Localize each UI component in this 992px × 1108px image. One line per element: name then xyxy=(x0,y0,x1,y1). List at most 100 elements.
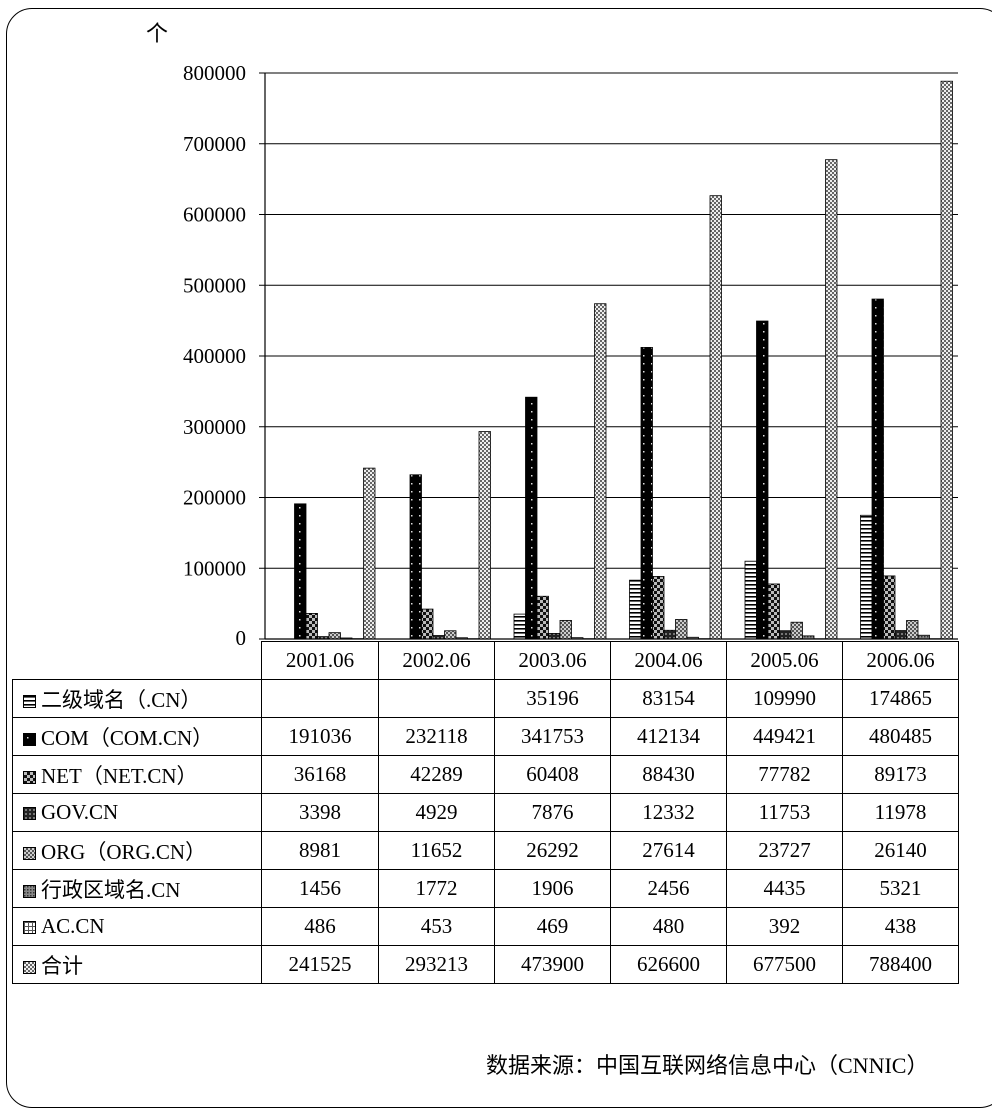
bar-2-2 xyxy=(537,596,549,639)
bars xyxy=(295,81,953,639)
x-tick-label: 2004.06 xyxy=(611,642,727,680)
table-cell: 109990 xyxy=(727,680,843,718)
table-cell xyxy=(379,680,495,718)
x-tick-label: 2002.06 xyxy=(379,642,495,680)
table-cell: 11753 xyxy=(727,794,843,832)
bar-3-0 xyxy=(630,580,642,639)
bar-2-1 xyxy=(526,397,538,639)
y-tick-label: 200000 xyxy=(183,486,246,510)
table-cell: 480 xyxy=(611,908,727,946)
bar-2-3 xyxy=(549,633,561,639)
bar-5-7 xyxy=(941,81,953,639)
legend-entry: 合计 xyxy=(13,946,262,984)
y-tick-label: 600000 xyxy=(183,203,246,227)
table-cell: 12332 xyxy=(611,794,727,832)
y-tick-label: 100000 xyxy=(183,556,246,580)
legend-swatch xyxy=(23,733,36,746)
bar-1-2 xyxy=(422,609,434,639)
legend-label: GOV.CN xyxy=(41,800,118,824)
table-cell: 11978 xyxy=(843,794,959,832)
y-tick-label: 700000 xyxy=(183,132,246,156)
y-tick-label: 400000 xyxy=(183,344,246,368)
table-cell: 677500 xyxy=(727,946,843,984)
bar-0-4 xyxy=(329,633,341,639)
table-cell: 480485 xyxy=(843,718,959,756)
bar-2-7 xyxy=(595,304,607,639)
table-cell xyxy=(262,680,379,718)
bar-5-4 xyxy=(907,621,919,639)
table-cell: 392 xyxy=(727,908,843,946)
table-cell: 788400 xyxy=(843,946,959,984)
table-cell: 486 xyxy=(262,908,379,946)
legend-swatch xyxy=(23,807,36,820)
bar-1-4 xyxy=(445,631,457,639)
table-cell: 5321 xyxy=(843,870,959,908)
legend-swatch xyxy=(23,771,36,784)
bar-3-1 xyxy=(641,347,653,639)
table-cell: 23727 xyxy=(727,832,843,870)
bar-0-1 xyxy=(295,504,307,639)
table-cell: 293213 xyxy=(379,946,495,984)
x-tick-label: 2003.06 xyxy=(495,642,611,680)
legend-swatch xyxy=(23,885,36,898)
bar-3-3 xyxy=(664,630,676,639)
y-tick-label: 300000 xyxy=(183,415,246,439)
x-tick-label: 2005.06 xyxy=(727,642,843,680)
table-cell: 4929 xyxy=(379,794,495,832)
legend-swatch xyxy=(23,695,36,708)
table-cell: 473900 xyxy=(495,946,611,984)
legend-label: ORG（ORG.CN） xyxy=(41,840,206,864)
bar-5-2 xyxy=(884,576,896,639)
bar-4-2 xyxy=(768,584,780,639)
bar-5-0 xyxy=(861,515,873,639)
table-cell: 3398 xyxy=(262,794,379,832)
bar-3-2 xyxy=(653,576,665,639)
table-cell: 174865 xyxy=(843,680,959,718)
bar-5-1 xyxy=(872,299,884,639)
y-tick-label: 800000 xyxy=(183,61,246,85)
table-cell: 626600 xyxy=(611,946,727,984)
legend-entry: GOV.CN xyxy=(13,794,262,832)
bar-1-7 xyxy=(479,432,491,639)
table-cell: 42289 xyxy=(379,756,495,794)
y-tick-label: 500000 xyxy=(183,273,246,297)
table-cell: 191036 xyxy=(262,718,379,756)
x-tick-label: 2001.06 xyxy=(262,642,379,680)
legend-entry: AC.CN xyxy=(13,908,262,946)
legend-label: 行政区域名.CN xyxy=(41,878,180,902)
table-cell: 27614 xyxy=(611,832,727,870)
table-cell: 7876 xyxy=(495,794,611,832)
bar-0-7 xyxy=(364,468,376,639)
bar-4-0 xyxy=(745,561,757,639)
table-cell: 412134 xyxy=(611,718,727,756)
table-cell: 88430 xyxy=(611,756,727,794)
table-cell: 26292 xyxy=(495,832,611,870)
legend-swatch xyxy=(23,847,36,860)
table-cell: 89173 xyxy=(843,756,959,794)
table-cell: 60408 xyxy=(495,756,611,794)
bar-2-0 xyxy=(514,614,526,639)
table-cell: 83154 xyxy=(611,680,727,718)
legend-entry: ORG（ORG.CN） xyxy=(13,832,262,870)
legend-entry: COM（COM.CN） xyxy=(13,718,262,756)
bar-2-4 xyxy=(560,620,572,639)
bar-4-7 xyxy=(826,160,838,639)
table-cell: 1456 xyxy=(262,870,379,908)
x-tick-label: 2006.06 xyxy=(843,642,959,680)
table-cell: 438 xyxy=(843,908,959,946)
table-cell: 453 xyxy=(379,908,495,946)
legend-label: 合计 xyxy=(41,954,83,978)
bar-3-4 xyxy=(676,619,688,639)
bar-0-2 xyxy=(306,613,318,639)
bar-3-7 xyxy=(710,196,722,639)
y-axis-ticks: 0100000200000300000400000500000600000700… xyxy=(183,61,265,650)
table-corner xyxy=(13,642,262,680)
legend-entry: 二级域名（.CN） xyxy=(13,680,262,718)
table-cell: 1772 xyxy=(379,870,495,908)
